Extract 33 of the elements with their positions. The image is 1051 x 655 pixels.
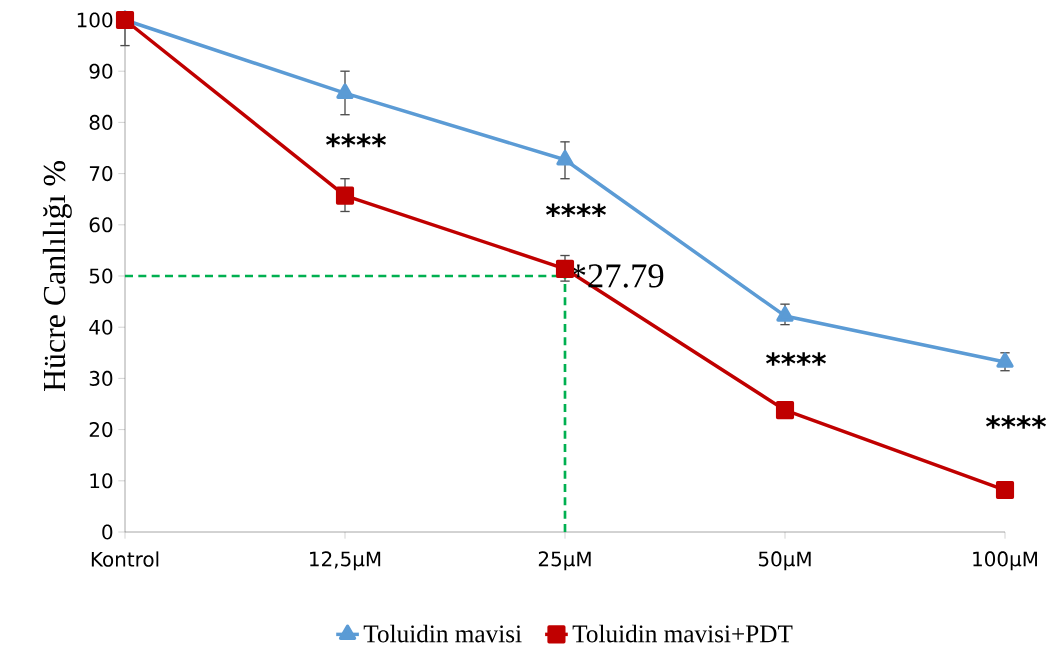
y-tick-label: 80 xyxy=(89,114,113,130)
y-tick-label: 100 xyxy=(77,12,113,28)
y-tick-label: 90 xyxy=(89,63,113,79)
annotation: **** xyxy=(986,415,1046,429)
point xyxy=(336,83,354,99)
point xyxy=(775,401,795,420)
annotation: **** xyxy=(546,203,606,218)
x-tick-label: Kontrol xyxy=(91,551,159,567)
annotation: **** xyxy=(326,133,386,148)
annotation: *27.79 xyxy=(571,264,664,288)
point xyxy=(996,352,1014,368)
y-tick-label: 30 xyxy=(89,370,113,386)
point xyxy=(556,150,574,166)
point xyxy=(555,259,575,278)
y-axis-title: Hücre Canlılığı % xyxy=(42,161,72,392)
point xyxy=(776,306,794,322)
point xyxy=(335,186,355,205)
y-tick-label: 50 xyxy=(89,268,113,284)
point xyxy=(995,480,1015,500)
point xyxy=(115,10,135,30)
x-tick-label: 100µM xyxy=(973,551,1037,571)
y-tick-label: 40 xyxy=(89,319,113,335)
x-tick-label: 12,5µM xyxy=(310,551,381,571)
y-tick-label: 20 xyxy=(89,422,113,438)
legend-label: Toluidin mavisi+PDT xyxy=(572,624,793,643)
y-tick-label: 70 xyxy=(89,166,113,182)
x-tick-label: 25µM xyxy=(538,551,591,571)
y-tick-label: 0 xyxy=(102,524,113,540)
y-tick-label: 60 xyxy=(89,217,113,233)
annotation: **** xyxy=(766,352,826,366)
legend-label: Toluidin mavisi xyxy=(363,624,522,643)
x-tick-label: 50µM xyxy=(758,551,811,571)
y-tick-label: 10 xyxy=(90,473,113,489)
